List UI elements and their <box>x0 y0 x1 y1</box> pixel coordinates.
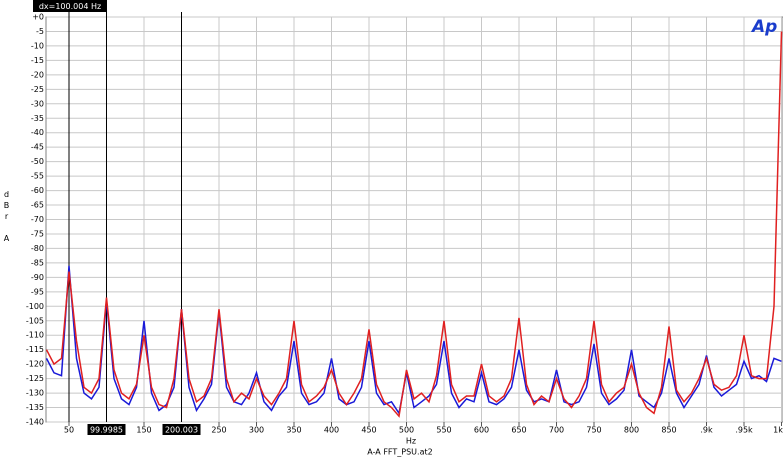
y-tick-label: -60 <box>31 186 44 195</box>
x-tick-label: 300 <box>249 426 264 435</box>
cursor-label: 99.9985 <box>90 426 123 435</box>
x-tick-label: 250 <box>211 426 226 435</box>
x-tick-label: 1k <box>773 426 783 435</box>
y-tick-label: -80 <box>31 244 44 253</box>
annotation: dx=100.004 Hz <box>39 2 101 11</box>
y-tick-label: -115 <box>26 345 44 354</box>
y-tick-label: -55 <box>31 172 44 181</box>
y-tick-label: -105 <box>26 316 44 325</box>
x-tick-label: 450 <box>361 426 376 435</box>
x-axis-label: Hz <box>406 437 416 446</box>
x-tick-label: 50 <box>64 426 74 435</box>
y-axis-label: dBr A <box>2 190 11 245</box>
x-tick-label: 150 <box>136 426 151 435</box>
y-tick-label: -45 <box>31 143 44 152</box>
x-tick-label: 850 <box>661 426 676 435</box>
y-tick-label: -70 <box>31 215 44 224</box>
annotation-box <box>33 0 107 12</box>
y-tick-label: -65 <box>31 201 44 210</box>
series-line <box>45 31 783 418</box>
y-tick-label: -90 <box>31 273 44 282</box>
y-tick-label: -20 <box>31 70 44 79</box>
y-tick-label: -5 <box>36 27 44 36</box>
cursor-box <box>162 424 201 435</box>
y-tick-label: -125 <box>26 374 44 383</box>
x-tick-label: 800 <box>624 426 639 435</box>
x-tick-label: 550 <box>436 426 451 435</box>
x-tick-label: 500 <box>399 426 414 435</box>
y-tick-label: -140 <box>26 418 44 427</box>
y-tick-label: -100 <box>26 302 44 311</box>
y-tick-label: -120 <box>26 360 44 369</box>
footer: A-A FFT_PSU.at2 <box>367 448 432 457</box>
x-tick-label: .9k <box>700 426 713 435</box>
y-tick-label: +0 <box>32 13 44 22</box>
y-tick-label: -95 <box>31 287 44 296</box>
x-tick-label: 750 <box>586 426 601 435</box>
x-tick-label: 650 <box>511 426 526 435</box>
y-tick-label: -75 <box>31 229 44 238</box>
x-tick-label: 700 <box>549 426 564 435</box>
y-tick-label: -135 <box>26 403 44 412</box>
y-tick-label: -10 <box>31 41 44 50</box>
x-tick-label: 600 <box>474 426 489 435</box>
y-tick-label: -130 <box>26 389 44 398</box>
y-tick-label: -35 <box>31 114 44 123</box>
x-tick-label: .95k <box>735 426 753 435</box>
y-tick-label: -85 <box>31 258 44 267</box>
y-tick-label: -50 <box>31 157 44 166</box>
y-tick-label: -25 <box>31 85 44 94</box>
y-tick-label: -40 <box>31 128 44 137</box>
cursor-box <box>87 424 126 435</box>
x-tick-label: 350 <box>286 426 301 435</box>
logo: Ap <box>750 17 777 37</box>
x-tick-label: 400 <box>324 426 339 435</box>
y-tick-label: -110 <box>26 331 44 340</box>
y-tick-label: -15 <box>31 56 44 65</box>
y-tick-label: -30 <box>31 99 44 108</box>
cursor-label: 200.003 <box>165 426 198 435</box>
